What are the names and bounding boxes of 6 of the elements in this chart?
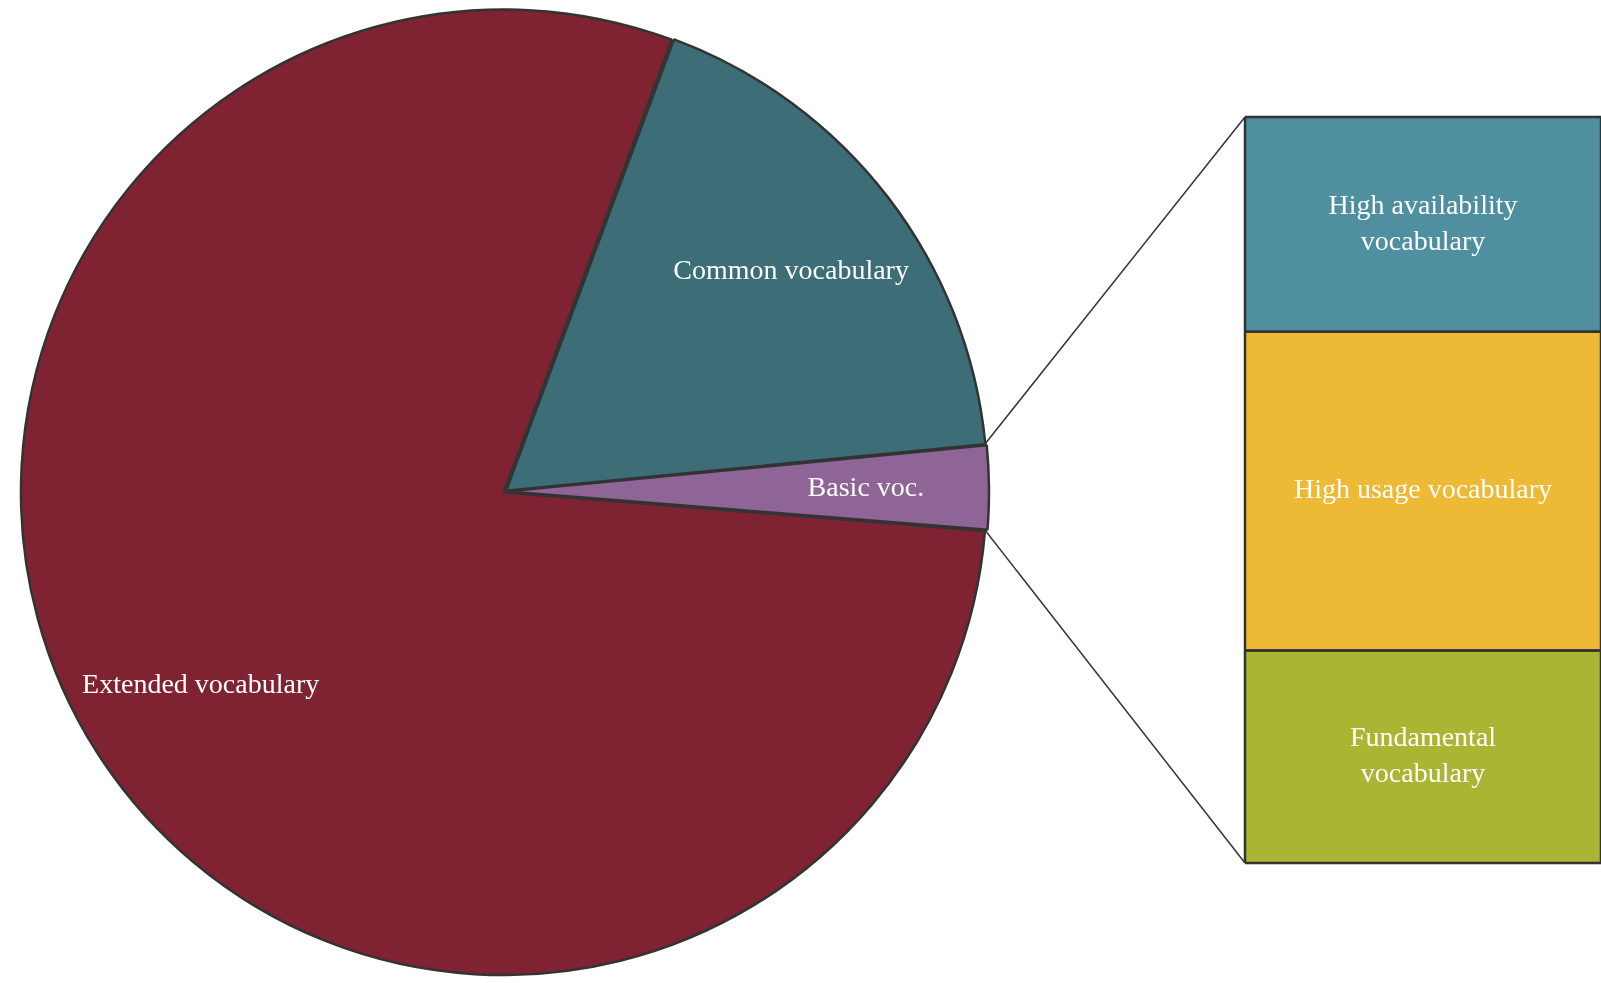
slice-label: Extended vocabulary [82,667,320,699]
series-label: High availability vocabulary [1328,188,1518,256]
series-label: High usage vocabulary [1293,473,1553,505]
series-label: Fundamental vocabulary [1349,721,1497,789]
slice-label: Common vocabulary [673,253,909,285]
slice-label: Basic voc. [807,470,925,502]
